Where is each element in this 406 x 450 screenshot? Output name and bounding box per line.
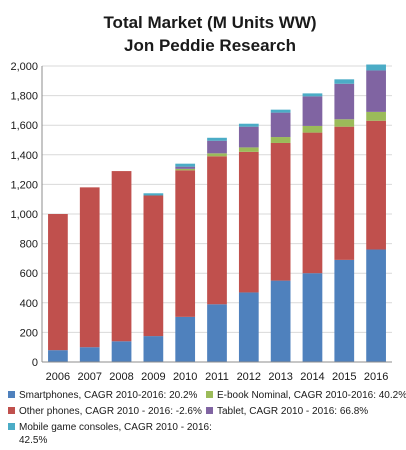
y-tick-label: 1,600 — [10, 120, 38, 132]
legend-swatch — [8, 407, 15, 414]
bar-segment — [207, 140, 227, 154]
bar-segment — [175, 316, 196, 362]
bar-segment — [175, 163, 196, 167]
y-tick-label: 600 — [20, 268, 38, 280]
y-tick-label: 800 — [20, 239, 38, 251]
y-tick-label: 2,000 — [10, 61, 38, 73]
x-tick-label: 2007 — [77, 371, 101, 383]
legend-swatch — [8, 423, 15, 430]
bar-segment — [238, 126, 259, 148]
bar-segment — [143, 336, 164, 362]
x-tick-label: 2010 — [173, 371, 197, 383]
legend: Smartphones, CAGR 2010-2016: 20.2% E-book… — [8, 390, 406, 446]
bar-segment — [175, 166, 196, 169]
bar-segment — [366, 120, 386, 250]
bar-segment — [302, 93, 323, 97]
bar-segment — [270, 142, 291, 281]
bar-segment — [207, 304, 227, 362]
bar-segment — [302, 132, 323, 274]
bar-segment — [270, 280, 291, 362]
y-tick-label: 1,000 — [10, 209, 38, 221]
bar-segment — [334, 79, 355, 84]
bar-segment — [79, 347, 100, 362]
x-tick-label: 2009 — [141, 371, 165, 383]
bar-segment — [366, 249, 386, 362]
bar-segment — [175, 168, 196, 171]
bar-segment — [238, 292, 259, 362]
bar-segment — [302, 273, 323, 362]
bar-segment — [270, 112, 291, 138]
bar-segment — [207, 156, 227, 305]
y-tick-label: 1,800 — [10, 91, 38, 103]
x-tick-label: 2011 — [205, 371, 229, 383]
bar-segment — [207, 153, 227, 157]
bar-segment — [143, 195, 164, 337]
y-axis: 0 200 400 600 800 1,000 1,200 1,400 1,600 1,800 2,… — [10, 61, 392, 369]
y-tick-label: 200 — [20, 327, 38, 339]
legend-entry: Other phones, CAGR 2010 - 2016: -2.6% — [19, 406, 202, 417]
y-tick-label: 400 — [20, 298, 38, 310]
bar-segment — [366, 64, 386, 71]
bar-segment — [175, 170, 196, 317]
bar-segment — [238, 123, 259, 127]
bar-segment — [270, 109, 291, 113]
legend-swatch — [8, 391, 15, 398]
bar-segment — [238, 147, 259, 152]
legend-swatch — [206, 391, 213, 398]
bar-segment — [48, 214, 68, 351]
bar-segment — [334, 126, 355, 260]
x-tick-label: 2012 — [237, 371, 261, 383]
bar-segment — [334, 119, 355, 127]
bar-segment — [334, 259, 355, 362]
bar-segment — [111, 341, 132, 362]
bar-segment — [111, 171, 132, 342]
bars — [48, 64, 386, 362]
legend-entry: Mobile game consoles, CAGR 2010 - 2016: 4… — [19, 422, 212, 446]
legend-entry: Smartphones, CAGR 2010-2016: 20.2% — [19, 390, 198, 401]
x-tick-label: 2008 — [109, 371, 133, 383]
bar-segment — [48, 350, 68, 362]
x-tick-label: 2015 — [332, 371, 356, 383]
bar-segment — [207, 137, 227, 141]
bar-segment — [79, 187, 100, 348]
bar-segment — [238, 151, 259, 293]
x-tick-label: 2016 — [364, 371, 388, 383]
bar-segment — [302, 125, 323, 133]
legend-entry: E-book Nominal, CAGR 2010-2016: 40.2% — [217, 390, 406, 401]
legend-entry: Tablet, CAGR 2010 - 2016: 66.8% — [217, 406, 368, 417]
bar-segment — [334, 83, 355, 120]
x-tick-label: 2014 — [300, 371, 324, 383]
legend-swatch — [206, 407, 213, 414]
chart-subtitle: Jon Peddie Research — [124, 36, 296, 55]
x-tick-label: 2006 — [46, 371, 70, 383]
bar-segment — [366, 70, 386, 112]
x-tick-label: 2013 — [268, 371, 292, 383]
bar-segment — [270, 137, 291, 143]
y-tick-label: 0 — [32, 357, 38, 369]
bar-segment — [302, 96, 323, 126]
bar-segment — [366, 111, 386, 121]
chart-title: Total Market (M Units WW) — [103, 13, 316, 32]
y-tick-label: 1,400 — [10, 150, 38, 162]
bar-segment — [143, 193, 164, 196]
x-axis: 2006 2007 2008 2009 2010 2011 2012 2013 2014 2015… — [46, 371, 389, 383]
y-tick-label: 1,200 — [10, 179, 38, 191]
